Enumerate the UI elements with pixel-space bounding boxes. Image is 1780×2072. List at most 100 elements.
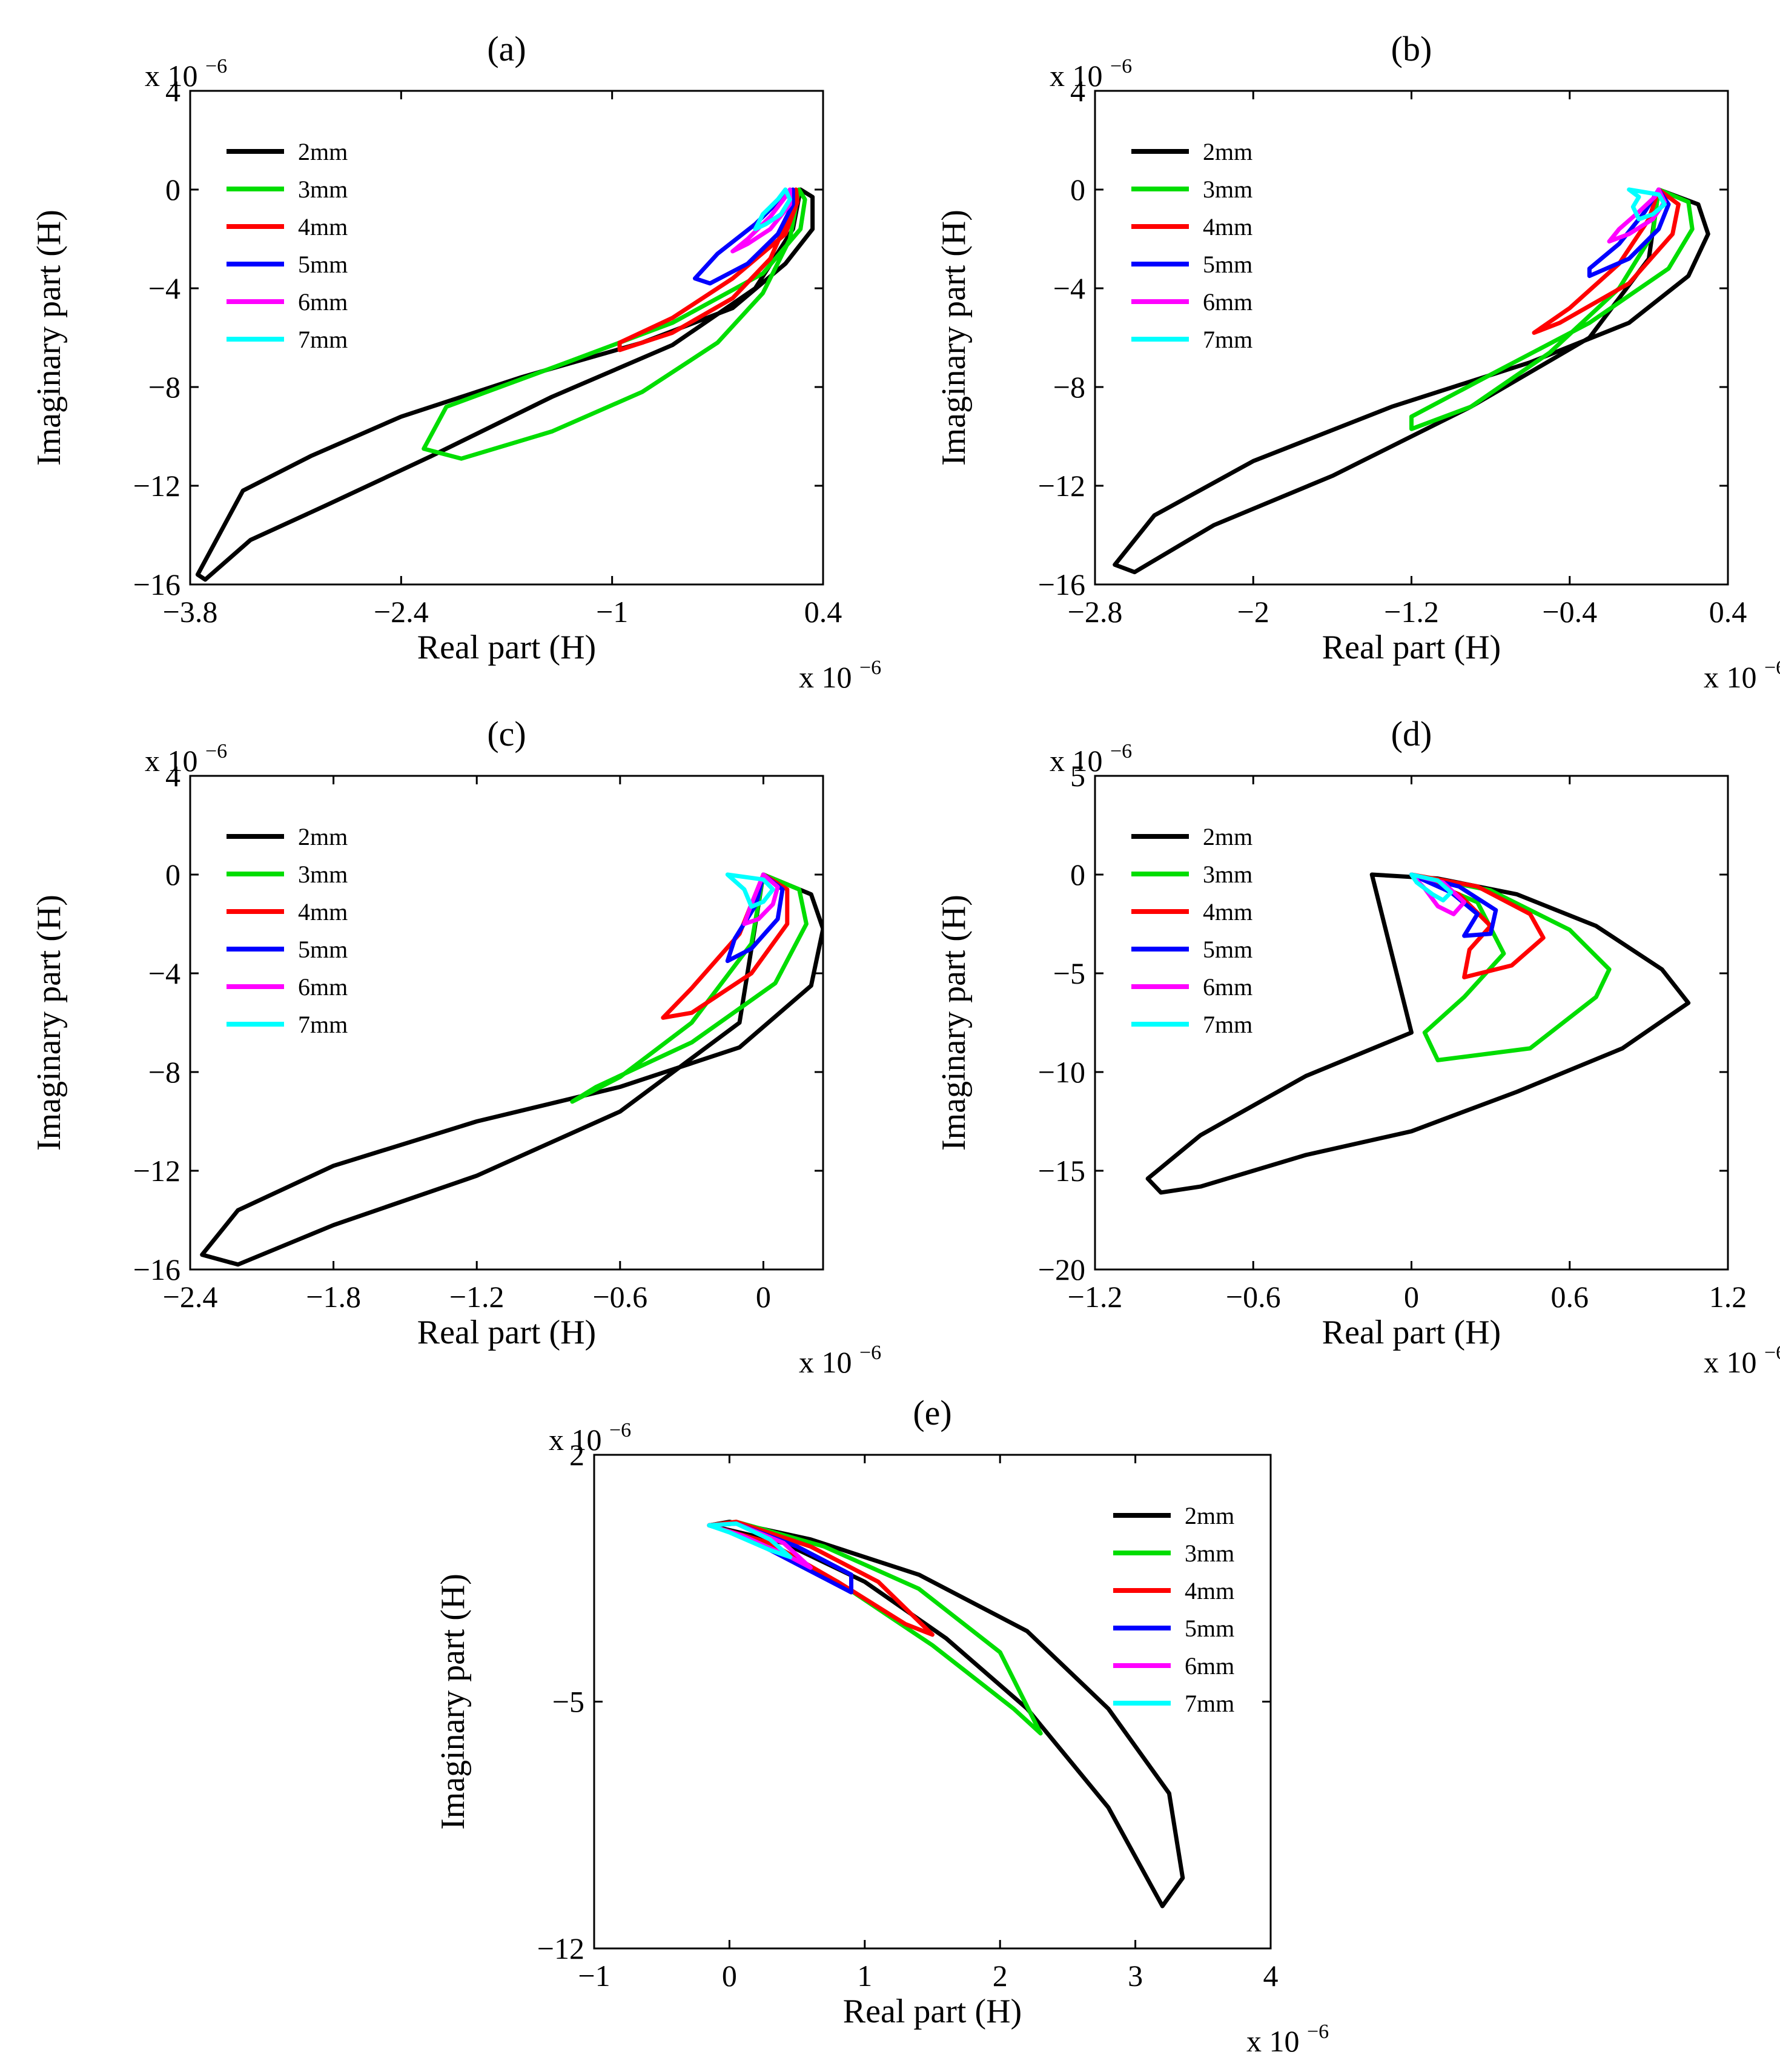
y-axis-label: Imaginary part (H) <box>434 1574 472 1830</box>
y-tick-label: −12 <box>133 1154 180 1188</box>
legend-label: 5mm <box>298 251 348 278</box>
series-line-7mm <box>753 187 792 231</box>
series-line-2mm <box>195 187 815 582</box>
legend-label: 6mm <box>1203 973 1252 1001</box>
y-tick-label: 2 <box>569 1438 584 1472</box>
plot-area <box>189 775 824 1271</box>
series-line-7mm <box>1409 872 1454 902</box>
legend-label: 6mm <box>1203 288 1252 316</box>
x-tick-label: −1.2 <box>1384 595 1439 629</box>
series-line-7mm <box>1627 187 1667 222</box>
y-tick-label: −5 <box>1053 956 1085 990</box>
x-axis-label: Real part (H) <box>843 1993 1022 2030</box>
y-tick-label: 4 <box>165 74 180 108</box>
legend-label: 2mm <box>298 823 348 850</box>
x-tick-label: 0.4 <box>1709 595 1747 629</box>
legend: 2mm 3mm 4mm 5mm 6mm 7mm <box>227 823 348 1038</box>
panel-b: −2.8 −2 −1.2 −0.4 0.4 −16 −12 −8 −4 0 4 2mm 3mm 4mm 5m… <box>935 29 1780 694</box>
y-tick-label: −4 <box>148 956 180 990</box>
y-tick-label: 5 <box>1070 759 1085 793</box>
x-tick-label: −3.8 <box>163 595 218 629</box>
panel-a: −3.8 −2.4 −1 0.4 −16 −12 −8 −4 0 4 2mm 3mm 4mm 5mm 6mm… <box>30 29 881 694</box>
legend-label: 3mm <box>298 176 348 203</box>
x-tick-label: 0 <box>756 1280 771 1314</box>
series-line-5mm <box>1587 187 1671 279</box>
x-multiplier: x 10 −6 <box>1704 1342 1780 1379</box>
legend-label: 3mm <box>1185 1540 1234 1567</box>
legend-label: 2mm <box>1203 138 1252 165</box>
y-multiplier: x 10 −6 <box>1050 55 1132 93</box>
y-multiplier: x 10 −6 <box>549 1419 631 1457</box>
x-tick-label: 0.6 <box>1551 1280 1589 1314</box>
panel-e: −1 0 1 2 3 4 −12 −5 2 2mm 3mm 4mm 5mm 6mm 7mm (e) Real p… <box>434 1393 1329 2058</box>
plot-area <box>189 90 824 586</box>
y-tick-label: −12 <box>133 469 180 503</box>
legend-label: 7mm <box>1203 1011 1252 1038</box>
series-line-4mm <box>661 872 790 1020</box>
legend-label: 4mm <box>298 213 348 240</box>
legend-label: 7mm <box>1185 1690 1234 1717</box>
x-tick-label: 3 <box>1128 1959 1143 1993</box>
x-tick-label: 0 <box>722 1959 737 1993</box>
x-tick-label: −1 <box>578 1959 610 1993</box>
x-tick-label: −1.2 <box>1068 1280 1123 1314</box>
y-tick-label: 0 <box>1070 173 1085 207</box>
y-tick-label: −12 <box>1038 469 1085 503</box>
x-tick-label: −1 <box>596 595 628 629</box>
y-multiplier: x 10 −6 <box>145 55 227 93</box>
x-tick-label: −0.6 <box>592 1280 647 1314</box>
y-tick-label: −5 <box>552 1685 584 1719</box>
x-multiplier: x 10 −6 <box>1704 657 1780 694</box>
x-axis-label: Real part (H) <box>1322 629 1501 666</box>
series-group <box>200 872 823 1267</box>
legend: 2mm 3mm 4mm 5mm 6mm 7mm <box>1131 138 1252 353</box>
legend-label: 4mm <box>298 898 348 925</box>
legend-label: 2mm <box>298 138 348 165</box>
x-multiplier: x 10 −6 <box>1246 2021 1329 2058</box>
legend-label: 4mm <box>1203 898 1252 925</box>
series-line-4mm <box>617 187 800 353</box>
x-tick-label: 0.4 <box>804 595 842 629</box>
panel-c: −2.4 −1.8 −1.2 −0.6 0 −16 −12 −8 −4 0 4 2mm 3mm 4mm 5m… <box>30 714 881 1379</box>
x-tick-label: −2.4 <box>163 1280 218 1314</box>
series-line-3mm <box>422 187 807 461</box>
series-line-2mm <box>200 872 823 1267</box>
y-tick-label: −10 <box>1038 1055 1085 1089</box>
series-line-7mm <box>707 1521 793 1560</box>
panel-title: (e) <box>913 1393 951 1432</box>
legend-label: 2mm <box>1203 823 1252 850</box>
y-tick-label: −16 <box>133 1253 180 1286</box>
x-axis-label: Real part (H) <box>417 1314 596 1351</box>
legend-label: 5mm <box>1203 936 1252 963</box>
x-tick-label: −1.8 <box>306 1280 361 1314</box>
series-group <box>195 187 815 582</box>
x-tick-label: 4 <box>1263 1959 1279 1993</box>
series-group <box>707 1520 1185 1908</box>
x-multiplier: x 10 −6 <box>799 657 881 694</box>
x-tick-label: 2 <box>993 1959 1008 1993</box>
x-tick-label: 1 <box>857 1959 872 1993</box>
x-multiplier: x 10 −6 <box>799 1342 881 1379</box>
x-tick-label: −2.8 <box>1068 595 1123 629</box>
series-line-2mm <box>1113 187 1710 575</box>
legend-label: 3mm <box>298 861 348 888</box>
series-line-4mm <box>1532 187 1681 335</box>
legend-label: 6mm <box>298 288 348 316</box>
y-tick-label: −16 <box>1038 568 1085 601</box>
y-tick-label: 0 <box>1070 858 1085 892</box>
legend-label: 6mm <box>298 973 348 1001</box>
legend: 2mm 3mm 4mm 5mm 6mm 7mm <box>1131 823 1252 1038</box>
y-axis-label: Imaginary part (H) <box>935 895 973 1151</box>
legend-label: 7mm <box>298 1011 348 1038</box>
y-tick-label: −16 <box>133 568 180 601</box>
y-tick-label: 4 <box>165 759 180 793</box>
panel-d: −1.2 −0.6 0 0.6 1.2 −20 −15 −10 −5 0 5 2mm 3mm 4mm 5mm… <box>935 714 1780 1379</box>
x-axis-label: Real part (H) <box>417 629 596 666</box>
y-axis-label: Imaginary part (H) <box>30 210 68 466</box>
legend: 2mm 3mm 4mm 5mm 6mm 7mm <box>227 138 348 353</box>
y-tick-label: 0 <box>165 858 180 892</box>
x-tick-label: −0.4 <box>1542 595 1597 629</box>
y-tick-label: −15 <box>1038 1154 1085 1188</box>
legend-label: 5mm <box>1203 251 1252 278</box>
